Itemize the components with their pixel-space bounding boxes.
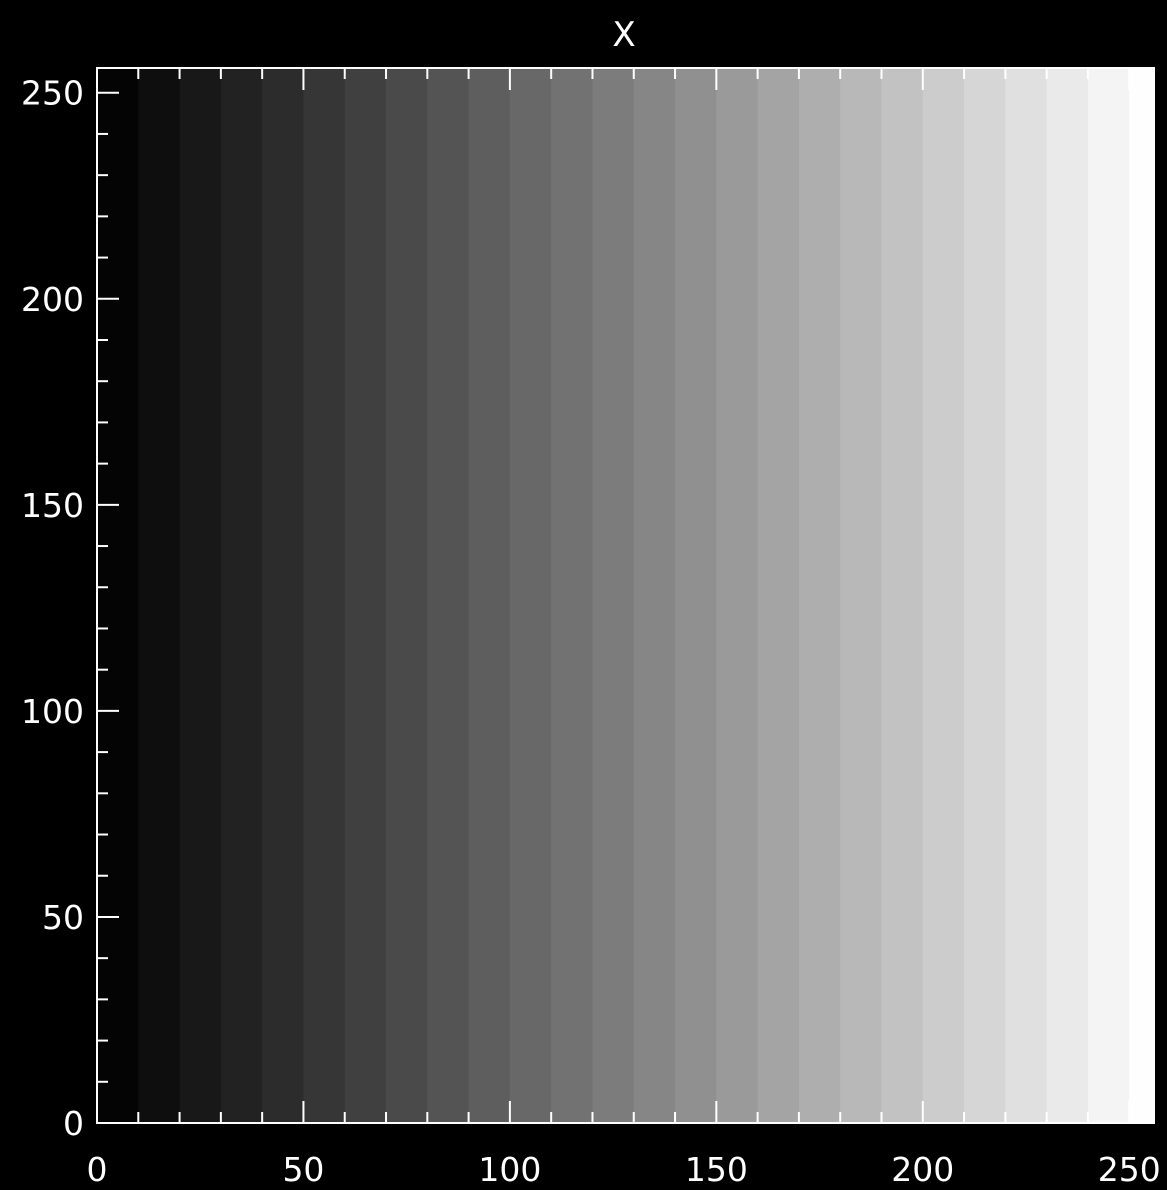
y-tick-label: 100: [21, 692, 84, 731]
x-tick-label: 0: [87, 1150, 108, 1189]
heatmap-band: [881, 68, 924, 1123]
heatmap-band: [1129, 68, 1155, 1123]
x-tick-label: 200: [891, 1150, 954, 1189]
heatmap-band: [716, 68, 759, 1123]
heatmap-bands: [97, 68, 1155, 1123]
chart-title: X: [612, 15, 635, 55]
heatmap-band: [386, 68, 428, 1123]
heatmap-band: [509, 68, 552, 1123]
heatmap-band: [179, 68, 222, 1123]
heatmap-band: [798, 68, 841, 1123]
heatmap-band: [964, 68, 1006, 1123]
heatmap-band: [1087, 68, 1130, 1123]
heatmap-band: [1046, 68, 1089, 1123]
axis-ticks: [97, 68, 1131, 1123]
heatmap-band: [757, 68, 800, 1123]
y-tick-label: 50: [42, 898, 84, 937]
y-tick-label: 200: [21, 280, 84, 319]
heatmap-band: [840, 68, 883, 1123]
heatmap-band: [551, 68, 594, 1123]
heatmap-band: [138, 68, 181, 1123]
heatmap-band: [344, 68, 387, 1123]
heatmap-band: [427, 68, 470, 1123]
heatmap-band: [675, 68, 717, 1123]
x-tick-label: 250: [1098, 1150, 1161, 1189]
heatmap-band: [97, 68, 139, 1123]
x-tick-label: 100: [478, 1150, 541, 1189]
y-tick-label: 150: [21, 486, 84, 525]
plot-frame: [96, 67, 1155, 1124]
heatmap-band: [303, 68, 346, 1123]
y-tick-label: 0: [63, 1104, 84, 1143]
heatmap-band: [592, 68, 635, 1123]
x-tick-label: 150: [685, 1150, 748, 1189]
tick-labels: 0 50 100 150 200 250 0 50 100 150 200 250: [21, 74, 1161, 1189]
y-tick-label: 250: [21, 74, 84, 113]
heatmap-band: [262, 68, 305, 1123]
heatmap-band: [220, 68, 263, 1123]
heatmap-band: [922, 68, 965, 1123]
heatmap-band: [633, 68, 676, 1123]
heatmap-band: [468, 68, 511, 1123]
heatmap-band: [1005, 68, 1048, 1123]
x-tick-label: 50: [282, 1150, 324, 1189]
